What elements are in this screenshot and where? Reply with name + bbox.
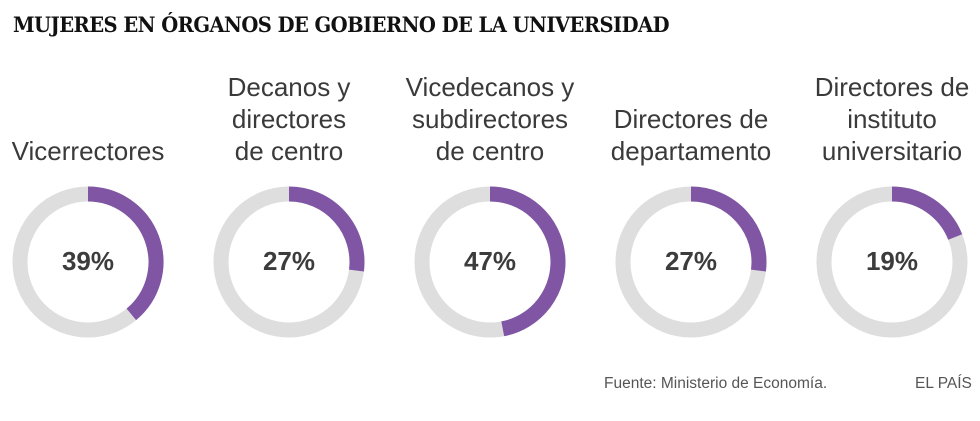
donut-slice-mujeres: [690, 186, 767, 272]
donut-value-label: 39%: [62, 246, 114, 276]
donut-label-line: subdirectores: [411, 104, 569, 134]
source-note: Fuente: Ministerio de Economía.: [604, 375, 828, 392]
donut-chart: 19%: [816, 186, 968, 338]
donut-label-line: instituto: [847, 104, 937, 134]
credit: EL PAÍS: [915, 375, 972, 392]
donut-label-line: Vicerrectores: [11, 136, 165, 166]
donut-slice-mujeres: [891, 186, 963, 241]
donut-chart: 47%: [414, 186, 566, 338]
donut-label: Vicedecanos y subdirectores de centro: [360, 71, 620, 167]
donut-label: Decanos y directores de centro: [159, 71, 419, 167]
donut-value-label: 19%: [866, 246, 918, 276]
donut-block: Directores de departamento 27%: [591, 0, 791, 345]
donut-label-line: universitario: [821, 136, 963, 166]
donut-chart: 27%: [615, 186, 767, 338]
chart-title: MUJERES EN ÓRGANOS DE GOBIERNO DE LA UNI…: [13, 12, 670, 37]
donut-block: Vicedecanos y subdirectores de centro 47%: [390, 0, 590, 345]
donut-slice-mujeres: [288, 186, 365, 272]
donut-block: Decanos y directores de centro 27%: [189, 0, 389, 345]
donut-label-line: de centro: [435, 136, 545, 166]
donut-label-line: Vicedecanos y: [405, 72, 575, 102]
donut-label: Vicerrectores: [0, 135, 218, 167]
donut-value-label: 47%: [464, 246, 516, 276]
donut-value-label: 27%: [665, 246, 717, 276]
donut-label-line: directores: [231, 104, 347, 134]
donut-label-line: Directores de: [814, 72, 970, 102]
donut-slice-mujeres: [87, 186, 164, 321]
donut-label-line: Directores de: [613, 104, 769, 134]
donut-label-line: Decanos y: [227, 72, 351, 102]
donut-chart: 27%: [213, 186, 365, 338]
donut-label-line: de centro: [234, 136, 344, 166]
donut-value-label: 27%: [263, 246, 315, 276]
donut-label: Directores de instituto universitario: [762, 71, 980, 167]
donut-block: Vicerrectores 39%: [0, 0, 188, 345]
donut-slice-mujeres: [489, 186, 566, 337]
donut-chart: 39%: [12, 186, 164, 338]
donut-block: Directores de instituto universitario 19%: [792, 0, 980, 345]
donut-label-line: departamento: [610, 136, 772, 166]
donut-label: Directores de departamento: [561, 103, 821, 167]
